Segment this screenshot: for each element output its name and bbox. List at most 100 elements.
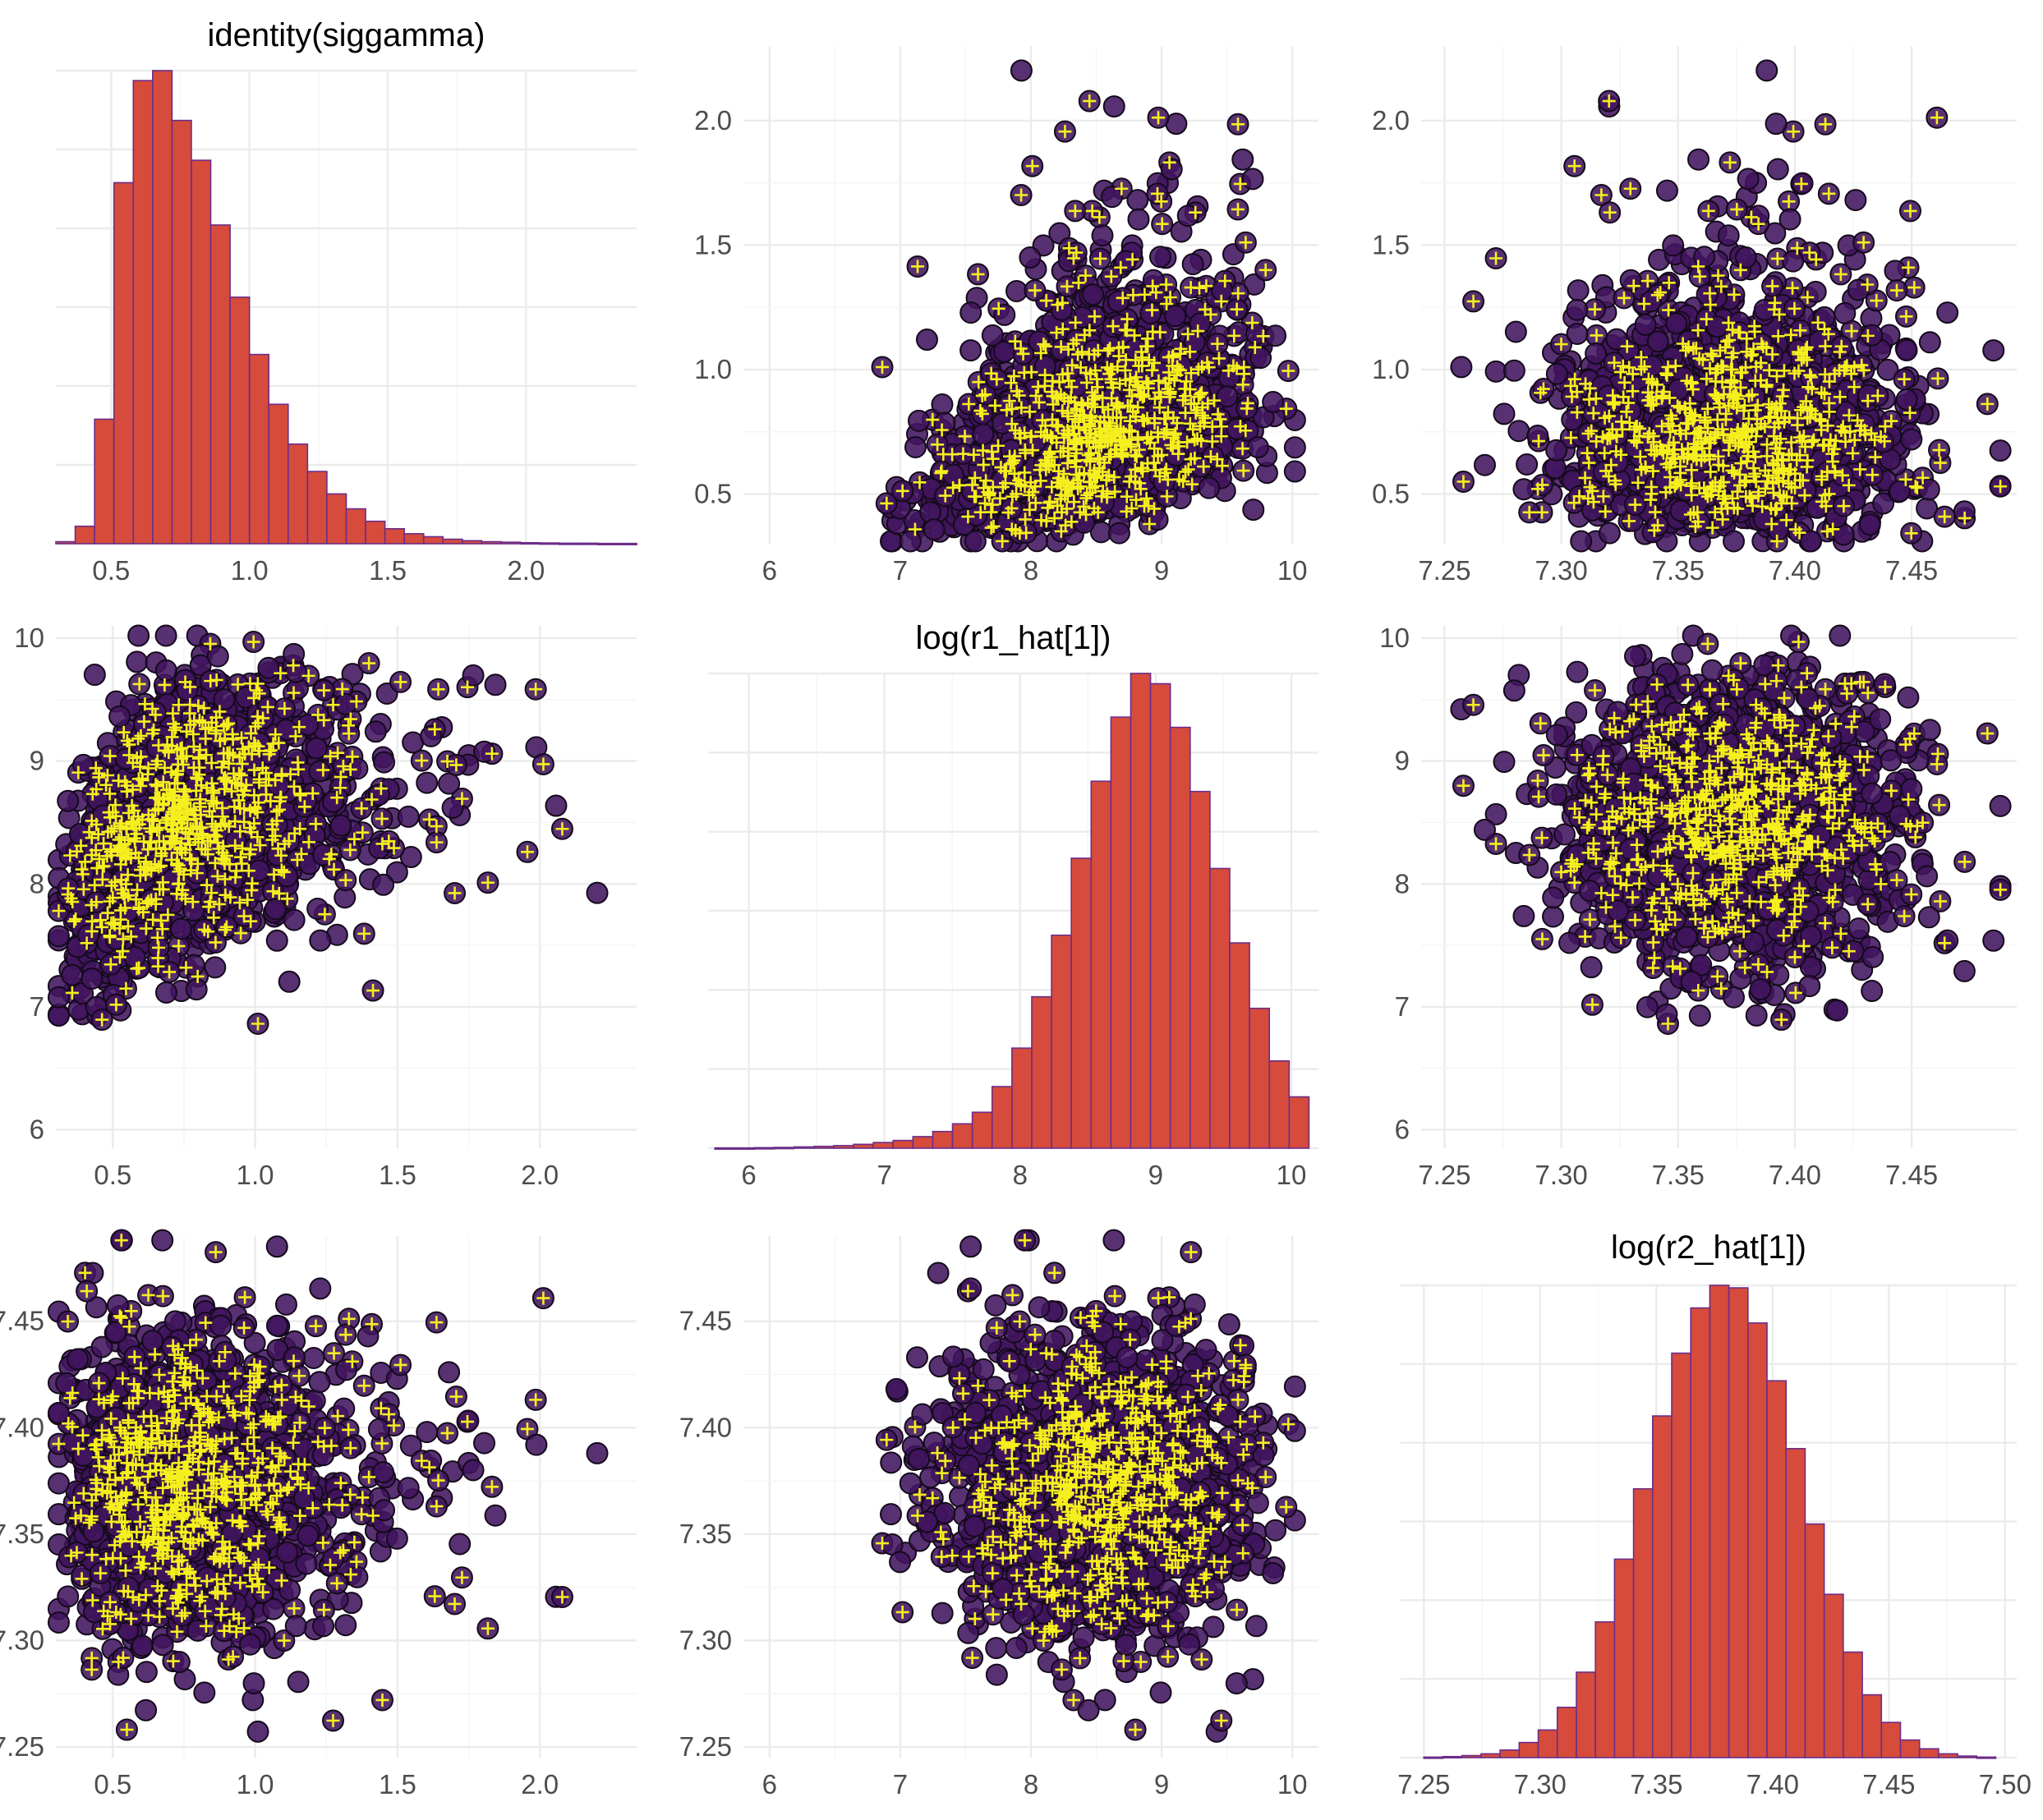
- x-tick-label: 2.0: [507, 555, 545, 586]
- scatter-point: [1858, 513, 1881, 536]
- scatter-point: [1198, 476, 1221, 499]
- scatter-point: [1655, 179, 1678, 202]
- y-tick-label: 2.0: [694, 105, 732, 136]
- scatter-point: [1662, 234, 1685, 257]
- histogram-bar: [481, 540, 502, 545]
- x-tick-label: 1.5: [369, 555, 407, 586]
- scatter-point: [1107, 290, 1130, 313]
- scatter-point: [1598, 522, 1621, 545]
- scatter-point: [1834, 301, 1857, 324]
- histogram-bar: [442, 538, 463, 545]
- scatter-point: [1164, 305, 1187, 328]
- scatter-point: [931, 393, 954, 416]
- histogram-bar: [365, 520, 386, 545]
- scatter-point: [1566, 322, 1589, 345]
- scatter-point: [1766, 158, 1789, 181]
- scatter-point: [1844, 189, 1867, 212]
- scatter-point: [1989, 439, 2012, 462]
- scatter-point: [1847, 278, 1870, 301]
- scatter-point: [1884, 260, 1907, 283]
- scatter-point: [1127, 208, 1150, 231]
- scatter-point: [1566, 298, 1589, 321]
- scatter-point: [1900, 428, 1923, 451]
- scatter-point: [1241, 168, 1264, 191]
- scatter-point: [1484, 360, 1507, 383]
- histogram-bar: [306, 471, 328, 545]
- scatter-point: [1800, 530, 1823, 553]
- x-tick-label: 6: [762, 555, 777, 586]
- histogram-bar: [152, 70, 173, 545]
- scatter-point: [1545, 362, 1568, 385]
- scatter-point: [1687, 148, 1710, 171]
- scatter-point: [1231, 148, 1254, 171]
- histogram-bar: [616, 542, 637, 545]
- scatter-point: [1545, 439, 1568, 462]
- scatter-point: [1019, 246, 1042, 269]
- scatter-point: [899, 530, 922, 553]
- histogram-bar: [248, 353, 270, 545]
- scatter-point: [1696, 283, 1719, 306]
- scatter-point: [1010, 59, 1033, 82]
- scatter-point: [904, 435, 927, 458]
- histogram-bar: [403, 533, 425, 545]
- x-tick-label: 7.35: [1652, 555, 1705, 586]
- histogram-bar: [558, 542, 580, 545]
- histogram-bar: [539, 542, 560, 545]
- scatter-point: [1717, 224, 1740, 247]
- scatter-point: [1982, 339, 2005, 362]
- x-tick-label: 7: [893, 555, 908, 586]
- x-tick-label: 10: [1277, 555, 1308, 586]
- scatter-point: [959, 301, 982, 324]
- scatter-point: [1895, 388, 1918, 411]
- scatter-point: [959, 339, 982, 362]
- scatter-point: [992, 340, 1015, 363]
- y-tick-label: 1.5: [694, 229, 732, 260]
- scatter-point: [1226, 417, 1249, 440]
- histogram-bar: [94, 418, 115, 545]
- scatter-point: [1493, 402, 1516, 425]
- histogram-bar: [577, 542, 599, 545]
- scatter-point: [1693, 246, 1716, 269]
- histogram-bar: [384, 528, 405, 545]
- scatter-point: [1585, 342, 1608, 365]
- x-tick-label: 7.30: [1535, 555, 1587, 586]
- histogram-bar: [345, 508, 366, 545]
- scatter-point: [1283, 436, 1306, 459]
- histogram-bar: [171, 119, 192, 545]
- scatter-point: [1895, 338, 1918, 361]
- y-tick-label: 1.5: [1372, 229, 1410, 260]
- scatter-point: [1149, 246, 1172, 269]
- histogram-bar: [422, 535, 444, 545]
- histogram-bar: [191, 159, 212, 545]
- panel-scatter-r2-vs-siggamma: 7.25 7.30 7.35 7.40 7.450.51.01.52.0: [1372, 46, 2017, 586]
- scatter-point: [915, 329, 938, 352]
- y-tick-label: 1.0: [1372, 354, 1410, 384]
- scatter-point: [1102, 95, 1125, 118]
- scatter-point: [1091, 224, 1114, 247]
- scatter-point: [972, 423, 995, 446]
- x-tick-label: 8: [1024, 555, 1038, 586]
- y-tick-label: 0.5: [694, 478, 732, 508]
- scatter-point: [1139, 301, 1162, 324]
- scatter-point: [1516, 453, 1539, 476]
- scatter-point: [1216, 385, 1239, 408]
- y-tick-label: 1.0: [694, 354, 732, 384]
- scatter-point: [1619, 269, 1642, 292]
- scatter-point: [1936, 301, 1959, 324]
- scatter-point: [964, 530, 987, 553]
- histogram-bar: [462, 540, 483, 545]
- scatter-point: [1723, 530, 1746, 553]
- panel-title: identity(siggamma): [208, 17, 485, 53]
- scatter-point: [1778, 208, 1801, 231]
- histogram-bar: [113, 182, 135, 545]
- scatter-point: [1512, 478, 1535, 501]
- histogram-bar: [326, 493, 347, 545]
- scatter-point: [1567, 279, 1590, 302]
- histogram-bar: [55, 540, 76, 545]
- x-tick-label: 0.5: [92, 555, 130, 586]
- scatter-point: [1450, 356, 1473, 379]
- scatter-point: [1126, 189, 1149, 212]
- scatter-point: [1570, 530, 1593, 553]
- histogram-bar: [268, 403, 289, 545]
- scatter-point: [1473, 453, 1496, 476]
